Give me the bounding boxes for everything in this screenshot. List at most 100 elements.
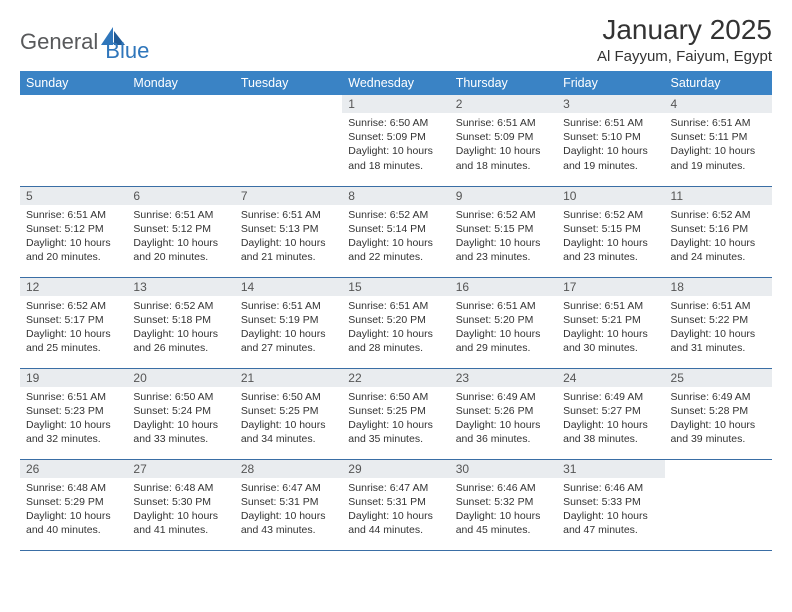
calendar-cell: 2Sunrise: 6:51 AMSunset: 5:09 PMDaylight… [450, 95, 557, 186]
day-number: 18 [665, 278, 772, 296]
day-body: Sunrise: 6:51 AMSunset: 5:13 PMDaylight:… [235, 205, 342, 269]
day-body: Sunrise: 6:51 AMSunset: 5:20 PMDaylight:… [342, 296, 449, 360]
day-number: 15 [342, 278, 449, 296]
day-number: 13 [127, 278, 234, 296]
calendar-cell: 28Sunrise: 6:47 AMSunset: 5:31 PMDayligh… [235, 459, 342, 550]
day-body: Sunrise: 6:52 AMSunset: 5:15 PMDaylight:… [450, 205, 557, 269]
day-number: 24 [557, 369, 664, 387]
day-body: Sunrise: 6:49 AMSunset: 5:28 PMDaylight:… [665, 387, 772, 451]
day-number: 3 [557, 95, 664, 113]
day-number: 8 [342, 187, 449, 205]
calendar-cell: 15Sunrise: 6:51 AMSunset: 5:20 PMDayligh… [342, 277, 449, 368]
calendar-row: 12Sunrise: 6:52 AMSunset: 5:17 PMDayligh… [20, 277, 772, 368]
calendar-cell: 24Sunrise: 6:49 AMSunset: 5:27 PMDayligh… [557, 368, 664, 459]
day-body: Sunrise: 6:51 AMSunset: 5:22 PMDaylight:… [665, 296, 772, 360]
calendar-head: SundayMondayTuesdayWednesdayThursdayFrid… [20, 71, 772, 95]
calendar-cell: 18Sunrise: 6:51 AMSunset: 5:22 PMDayligh… [665, 277, 772, 368]
day-body: Sunrise: 6:51 AMSunset: 5:10 PMDaylight:… [557, 113, 664, 177]
day-body: Sunrise: 6:48 AMSunset: 5:30 PMDaylight:… [127, 478, 234, 542]
calendar-cell: 27Sunrise: 6:48 AMSunset: 5:30 PMDayligh… [127, 459, 234, 550]
calendar-cell: 1Sunrise: 6:50 AMSunset: 5:09 PMDaylight… [342, 95, 449, 186]
calendar-cell: 7Sunrise: 6:51 AMSunset: 5:13 PMDaylight… [235, 186, 342, 277]
day-number: 20 [127, 369, 234, 387]
calendar-cell: 8Sunrise: 6:52 AMSunset: 5:14 PMDaylight… [342, 186, 449, 277]
day-number: 12 [20, 278, 127, 296]
calendar-cell: 31Sunrise: 6:46 AMSunset: 5:33 PMDayligh… [557, 459, 664, 550]
month-title: January 2025 [597, 14, 772, 46]
day-body: Sunrise: 6:51 AMSunset: 5:23 PMDaylight:… [20, 387, 127, 451]
day-number: 30 [450, 460, 557, 478]
day-body: Sunrise: 6:50 AMSunset: 5:24 PMDaylight:… [127, 387, 234, 451]
page-header: General Blue January 2025 Al Fayyum, Fai… [20, 14, 772, 65]
brand-blue: Blue [105, 38, 149, 64]
day-body: Sunrise: 6:50 AMSunset: 5:09 PMDaylight:… [342, 113, 449, 177]
brand-logo: General Blue [20, 14, 149, 64]
calendar-cell: 26Sunrise: 6:48 AMSunset: 5:29 PMDayligh… [20, 459, 127, 550]
calendar-cell: 4Sunrise: 6:51 AMSunset: 5:11 PMDaylight… [665, 95, 772, 186]
day-body: Sunrise: 6:51 AMSunset: 5:09 PMDaylight:… [450, 113, 557, 177]
day-body: Sunrise: 6:51 AMSunset: 5:11 PMDaylight:… [665, 113, 772, 177]
calendar-cell: 23Sunrise: 6:49 AMSunset: 5:26 PMDayligh… [450, 368, 557, 459]
calendar-cell: 3Sunrise: 6:51 AMSunset: 5:10 PMDaylight… [557, 95, 664, 186]
day-body: Sunrise: 6:47 AMSunset: 5:31 PMDaylight:… [342, 478, 449, 542]
calendar-cell: 14Sunrise: 6:51 AMSunset: 5:19 PMDayligh… [235, 277, 342, 368]
calendar-cell: 21Sunrise: 6:50 AMSunset: 5:25 PMDayligh… [235, 368, 342, 459]
day-number: 23 [450, 369, 557, 387]
day-number: 26 [20, 460, 127, 478]
calendar-cell: 19Sunrise: 6:51 AMSunset: 5:23 PMDayligh… [20, 368, 127, 459]
calendar-row: 26Sunrise: 6:48 AMSunset: 5:29 PMDayligh… [20, 459, 772, 550]
day-number: 5 [20, 187, 127, 205]
calendar-cell-empty [127, 95, 234, 186]
day-body: Sunrise: 6:50 AMSunset: 5:25 PMDaylight:… [342, 387, 449, 451]
day-body: Sunrise: 6:46 AMSunset: 5:32 PMDaylight:… [450, 478, 557, 542]
weekday-header: Wednesday [342, 71, 449, 95]
day-number: 27 [127, 460, 234, 478]
day-body: Sunrise: 6:51 AMSunset: 5:12 PMDaylight:… [20, 205, 127, 269]
day-number: 21 [235, 369, 342, 387]
day-number: 11 [665, 187, 772, 205]
day-body: Sunrise: 6:49 AMSunset: 5:27 PMDaylight:… [557, 387, 664, 451]
day-body: Sunrise: 6:49 AMSunset: 5:26 PMDaylight:… [450, 387, 557, 451]
day-number: 16 [450, 278, 557, 296]
day-body: Sunrise: 6:47 AMSunset: 5:31 PMDaylight:… [235, 478, 342, 542]
calendar-cell: 13Sunrise: 6:52 AMSunset: 5:18 PMDayligh… [127, 277, 234, 368]
calendar-body: 1Sunrise: 6:50 AMSunset: 5:09 PMDaylight… [20, 95, 772, 550]
weekday-header: Thursday [450, 71, 557, 95]
day-body: Sunrise: 6:52 AMSunset: 5:15 PMDaylight:… [557, 205, 664, 269]
day-number: 9 [450, 187, 557, 205]
weekday-header: Friday [557, 71, 664, 95]
day-number: 31 [557, 460, 664, 478]
calendar-cell: 9Sunrise: 6:52 AMSunset: 5:15 PMDaylight… [450, 186, 557, 277]
calendar-cell: 30Sunrise: 6:46 AMSunset: 5:32 PMDayligh… [450, 459, 557, 550]
calendar-row: 19Sunrise: 6:51 AMSunset: 5:23 PMDayligh… [20, 368, 772, 459]
calendar-cell-empty [20, 95, 127, 186]
calendar-cell: 20Sunrise: 6:50 AMSunset: 5:24 PMDayligh… [127, 368, 234, 459]
weekday-header: Monday [127, 71, 234, 95]
calendar-cell-empty [235, 95, 342, 186]
day-body: Sunrise: 6:52 AMSunset: 5:16 PMDaylight:… [665, 205, 772, 269]
calendar-row: 1Sunrise: 6:50 AMSunset: 5:09 PMDaylight… [20, 95, 772, 186]
day-number: 14 [235, 278, 342, 296]
day-body: Sunrise: 6:46 AMSunset: 5:33 PMDaylight:… [557, 478, 664, 542]
day-number: 7 [235, 187, 342, 205]
day-number: 19 [20, 369, 127, 387]
calendar-cell: 6Sunrise: 6:51 AMSunset: 5:12 PMDaylight… [127, 186, 234, 277]
weekday-header: Saturday [665, 71, 772, 95]
day-number: 28 [235, 460, 342, 478]
day-body: Sunrise: 6:52 AMSunset: 5:14 PMDaylight:… [342, 205, 449, 269]
location: Al Fayyum, Faiyum, Egypt [597, 48, 772, 65]
calendar-cell: 11Sunrise: 6:52 AMSunset: 5:16 PMDayligh… [665, 186, 772, 277]
brand-general: General [20, 29, 98, 55]
calendar-table: SundayMondayTuesdayWednesdayThursdayFrid… [20, 71, 772, 551]
day-body: Sunrise: 6:51 AMSunset: 5:21 PMDaylight:… [557, 296, 664, 360]
calendar-row: 5Sunrise: 6:51 AMSunset: 5:12 PMDaylight… [20, 186, 772, 277]
day-body: Sunrise: 6:52 AMSunset: 5:17 PMDaylight:… [20, 296, 127, 360]
weekday-header: Tuesday [235, 71, 342, 95]
calendar-cell: 25Sunrise: 6:49 AMSunset: 5:28 PMDayligh… [665, 368, 772, 459]
day-body: Sunrise: 6:51 AMSunset: 5:12 PMDaylight:… [127, 205, 234, 269]
calendar-cell: 5Sunrise: 6:51 AMSunset: 5:12 PMDaylight… [20, 186, 127, 277]
day-number: 25 [665, 369, 772, 387]
calendar-cell: 12Sunrise: 6:52 AMSunset: 5:17 PMDayligh… [20, 277, 127, 368]
day-number: 6 [127, 187, 234, 205]
day-number: 17 [557, 278, 664, 296]
